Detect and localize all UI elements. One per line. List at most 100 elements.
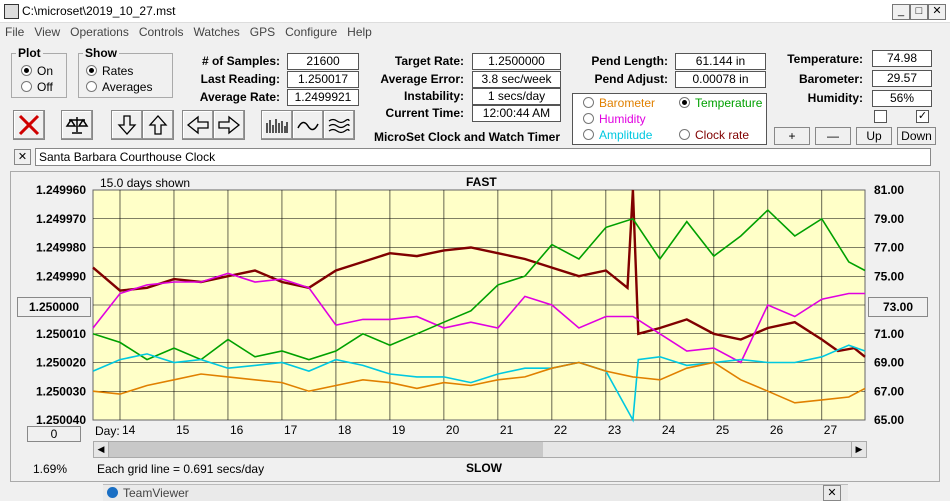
menu-help[interactable]: Help bbox=[347, 25, 372, 39]
arrow-down-icon bbox=[117, 115, 137, 135]
y-right-tick-label: 81.00 bbox=[874, 183, 904, 197]
multi-wave-icon bbox=[328, 118, 350, 134]
raw-data-button[interactable] bbox=[261, 110, 293, 140]
menu-file[interactable]: File bbox=[5, 25, 25, 39]
center-rate-button[interactable]: 1.250000 bbox=[17, 297, 91, 317]
y-left-tick-label: 1.249990 bbox=[36, 269, 86, 283]
teamviewer-window[interactable]: TeamViewer ✕ bbox=[103, 484, 848, 501]
balance-button[interactable] bbox=[61, 110, 93, 140]
filter-button[interactable] bbox=[323, 110, 355, 140]
menu-configure[interactable]: Configure bbox=[285, 25, 338, 39]
x-tick-label: 22 bbox=[554, 423, 568, 437]
balance-scale-icon bbox=[65, 117, 89, 134]
radio-off-icon bbox=[583, 113, 594, 124]
overlay-humidity-radio[interactable]: Humidity bbox=[583, 112, 646, 126]
app-caption: MicroSet Clock and Watch Timer bbox=[373, 130, 561, 144]
teamviewer-icon bbox=[107, 487, 118, 498]
humidity-value: 56% bbox=[872, 90, 932, 107]
samples-value: 21600 bbox=[287, 53, 359, 70]
clear-watch-button[interactable]: ✕ bbox=[14, 149, 31, 165]
overlay-barometer-radio[interactable]: Barometer bbox=[583, 96, 655, 110]
overlay-clock-rate-label: Clock rate bbox=[695, 128, 750, 142]
overlay-temperature-label: Temperature bbox=[695, 96, 763, 110]
x-tick-label: 17 bbox=[284, 423, 298, 437]
y-left-tick-label: 1.249980 bbox=[36, 241, 86, 255]
target-rate-label: Target Rate: bbox=[394, 54, 464, 68]
day-label: Day: bbox=[95, 424, 120, 438]
scale-down-button[interactable]: Down bbox=[897, 127, 936, 145]
x-tick-label: 25 bbox=[716, 423, 730, 437]
show-averages-radio[interactable]: Averages bbox=[86, 80, 152, 94]
menu-operations[interactable]: Operations bbox=[70, 25, 129, 39]
zero-button[interactable]: 0 bbox=[27, 426, 81, 442]
radio-on-icon bbox=[21, 65, 32, 76]
arrow-right-button[interactable] bbox=[213, 110, 245, 140]
show-rates-label: Rates bbox=[102, 64, 134, 78]
y-left-tick-label: 1.249970 bbox=[36, 212, 86, 226]
barometer-label: Barometer: bbox=[798, 72, 863, 86]
x-tick-label: 19 bbox=[392, 423, 406, 437]
plot-on-radio[interactable]: On bbox=[21, 64, 53, 78]
arrow-up-icon bbox=[148, 115, 168, 135]
menu-gps[interactable]: GPS bbox=[249, 25, 276, 39]
center-temperature-button[interactable]: 73.00 bbox=[868, 297, 928, 317]
wave-icon bbox=[297, 121, 319, 131]
y-right-tick-label: 77.00 bbox=[874, 241, 904, 255]
scroll-right-icon[interactable]: ▶ bbox=[851, 442, 866, 457]
menu-controls[interactable]: Controls bbox=[138, 25, 184, 39]
y-right-tick-label: 65.00 bbox=[874, 413, 904, 427]
check-icon[interactable]: ✓ bbox=[916, 110, 929, 123]
series-line-temperature bbox=[92, 208, 866, 361]
close-button[interactable]: ✕ bbox=[928, 4, 946, 20]
x-tick-label: 14 bbox=[122, 423, 136, 437]
x-tick-label: 20 bbox=[446, 423, 460, 437]
humidity-checkbox[interactable] bbox=[874, 110, 887, 123]
overlay-clock-rate-radio[interactable]: Clock rate bbox=[679, 128, 749, 142]
red-x-icon bbox=[18, 114, 40, 136]
scroll-left-icon[interactable]: ◀ bbox=[94, 442, 109, 457]
x-tick-label: 16 bbox=[230, 423, 244, 437]
y-left-tick-label: 1.250020 bbox=[36, 356, 86, 370]
arrow-down-button[interactable] bbox=[111, 110, 143, 140]
grid-note: Each grid line = 0.691 secs/day bbox=[97, 462, 265, 476]
temperature-label: Temperature: bbox=[787, 52, 863, 66]
arrow-up-button[interactable] bbox=[142, 110, 174, 140]
x-tick-label: 18 bbox=[338, 423, 352, 437]
title-bar: C:\microset\2019_10_27.mst _ □ ✕ bbox=[0, 0, 950, 23]
scale-minus-button[interactable]: — bbox=[815, 127, 851, 145]
average-rate-label: Average Rate: bbox=[199, 90, 280, 104]
menu-view[interactable]: View bbox=[34, 25, 61, 39]
arrow-right-icon bbox=[218, 115, 241, 135]
plot-off-radio[interactable]: Off bbox=[21, 80, 53, 94]
average-rate-value: 1.2499921 bbox=[287, 89, 359, 106]
overlay-temperature-radio[interactable]: Temperature bbox=[679, 96, 762, 110]
overlay-amplitude-radio[interactable]: Amplitude bbox=[583, 128, 652, 142]
current-time-value: 12:00:44 AM bbox=[472, 105, 561, 122]
minimize-button[interactable]: _ bbox=[892, 4, 910, 20]
watch-name-field[interactable]: Santa Barbara Courthouse Clock bbox=[35, 148, 931, 166]
radio-off-icon bbox=[679, 129, 690, 140]
arrow-left-button[interactable] bbox=[182, 110, 214, 140]
x-tick-label: 15 bbox=[176, 423, 190, 437]
scroll-thumb[interactable] bbox=[109, 442, 543, 457]
x-tick-label: 26 bbox=[770, 423, 784, 437]
scale-plus-button[interactable]: + bbox=[774, 127, 810, 145]
spikes-icon bbox=[266, 119, 288, 133]
scale-up-button[interactable]: Up bbox=[856, 127, 892, 145]
stop-button[interactable] bbox=[13, 110, 45, 140]
menu-watches[interactable]: Watches bbox=[193, 25, 240, 39]
show-rates-radio[interactable]: Rates bbox=[86, 64, 133, 78]
app-icon bbox=[4, 4, 19, 19]
teamviewer-title: TeamViewer bbox=[123, 486, 189, 500]
menu-bar: File View Operations Controls Watches GPS Conf… bbox=[0, 23, 950, 43]
y-right-tick-label: 67.00 bbox=[874, 384, 904, 398]
x-tick-label: 21 bbox=[500, 423, 514, 437]
maximize-button[interactable]: □ bbox=[910, 4, 928, 20]
teamviewer-close-button[interactable]: ✕ bbox=[823, 485, 841, 501]
temperature-value: 74.98 bbox=[872, 50, 932, 67]
time-scrollbar[interactable]: ◀ ▶ bbox=[93, 441, 867, 458]
instability-label: Instability: bbox=[403, 89, 464, 103]
average-error-label: Average Error: bbox=[380, 72, 464, 86]
plot-group-label: Plot bbox=[18, 46, 41, 60]
